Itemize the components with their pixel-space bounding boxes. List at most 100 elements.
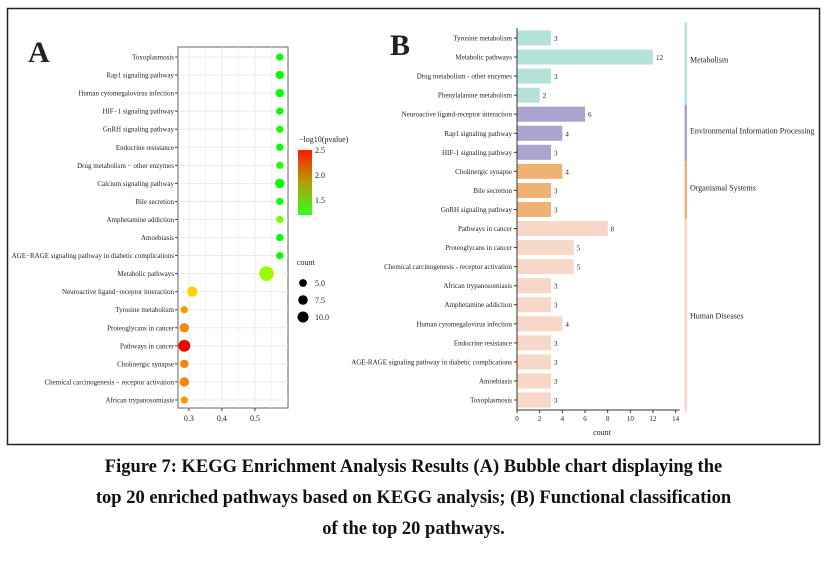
bubble-6 <box>276 143 284 151</box>
pathway-label: Metabolic pathways <box>117 270 174 278</box>
bar-value-label: 4 <box>565 168 569 176</box>
pathway-label: Amoebiasis <box>141 234 174 242</box>
class-label: Human Diseases <box>690 311 744 320</box>
bar-value-label: 4 <box>565 321 569 329</box>
bar-value-label: 3 <box>554 187 558 195</box>
bar-4 <box>517 87 540 103</box>
bubble-3 <box>275 88 284 98</box>
x-axis-label: count <box>593 428 612 437</box>
bubble-13 <box>259 266 274 281</box>
bar-value-label: 3 <box>554 283 558 291</box>
bar-5 <box>517 106 585 122</box>
pathway-label: Neuroactive ligand-receptor interaction <box>402 111 513 119</box>
bubble-14 <box>187 286 198 297</box>
bar-value-label: 3 <box>554 340 558 348</box>
pathway-label: Neuroactive ligand−receptor interaction <box>62 288 175 296</box>
bubble-20 <box>180 396 188 404</box>
bubble-5 <box>276 125 284 133</box>
pathway-label: GnRH signaling pathway <box>441 206 513 214</box>
pathway-label: African trypanosomiasis <box>105 397 174 405</box>
bubble-8 <box>275 178 285 189</box>
bar-value-label: 3 <box>554 397 558 405</box>
bar-value-label: 8 <box>611 226 615 234</box>
caption-line-1: Figure 7: KEGG Enrichment Analysis Resul… <box>104 457 723 477</box>
bar-value-label: 12 <box>656 54 664 62</box>
bar-value-label: 3 <box>554 359 558 367</box>
bar-value-label: 3 <box>554 378 558 386</box>
bubble-10 <box>276 215 284 224</box>
bar-11 <box>517 221 608 237</box>
bubble-9 <box>276 197 284 206</box>
class-bar-4 <box>684 219 687 412</box>
bar-12 <box>517 240 574 256</box>
x-tick-label: 0.5 <box>250 414 260 423</box>
pathway-label: Rap1 signaling pathway <box>444 130 512 138</box>
figure: A 0.3 0.4 0.5 Toxoplasmosis Rap1 signaling pa… <box>6 7 821 446</box>
color-legend-tick: 1.5 <box>315 196 325 205</box>
pathway-label: Toxoplasmosis <box>132 54 174 62</box>
plot-area <box>177 46 289 409</box>
class-label: Environmental Information Processing <box>690 126 814 135</box>
x-tick-label: 2 <box>538 415 542 423</box>
bar-16 <box>517 316 563 332</box>
bar-value-label: 3 <box>554 73 558 81</box>
pathway-label: African trypanosomiasis <box>443 282 512 290</box>
x-tick-label: 8 <box>606 415 610 423</box>
bar-19 <box>517 373 551 389</box>
pathway-label: GnRH signaling pathway <box>103 126 175 134</box>
bar-value-label: 5 <box>577 264 581 272</box>
bar-15 <box>517 297 551 313</box>
pathway-label: Chemical carcinogenesis − receptor activ… <box>44 378 174 386</box>
x-tick-label: 0.4 <box>217 414 227 423</box>
size-legend-label: 7.5 <box>315 296 325 305</box>
caption-line-3: of the top 20 pathways. <box>322 519 505 539</box>
pathway-label: HIF-1 signaling pathway <box>442 149 512 157</box>
bar-17 <box>517 335 551 351</box>
bar-7 <box>517 144 551 160</box>
pathway-label: AGE−RAGE signaling pathway in diabetic c… <box>12 252 175 260</box>
bar-value-label: 6 <box>588 111 592 119</box>
panel-b-bar-chart: B 3 Tyrosine metabolism 12 Metabolic pathway… <box>351 22 814 437</box>
x-tick-label: 14 <box>672 415 680 423</box>
size-legend-label: 10.0 <box>315 313 329 322</box>
pathway-label: Proteoglycans in cancer <box>107 324 175 332</box>
color-legend-tick: 2.5 <box>315 146 325 155</box>
class-bar-2 <box>684 104 687 162</box>
bar-18 <box>517 354 551 370</box>
panel-label-a: A <box>28 36 50 69</box>
pathway-label: Rap1 signaling pathway <box>106 72 174 80</box>
pathway-label: Cholinergic synapse <box>117 360 174 368</box>
bubble-1 <box>276 53 284 61</box>
class-label: Metabolism <box>690 55 729 64</box>
bar-value-label: 3 <box>554 35 558 43</box>
bubble-17 <box>178 339 191 352</box>
bubble-7 <box>276 161 284 169</box>
bubble-19 <box>179 377 189 387</box>
figure-border <box>6 7 821 446</box>
pathway-label: Endocrine resistance <box>116 144 174 152</box>
x-tick-label: 4 <box>561 415 565 423</box>
bar-10 <box>517 201 551 217</box>
color-legend-title: −log10(pvalue) <box>299 135 349 144</box>
size-legend-title: count <box>297 258 316 267</box>
pathway-label: Bile secretion <box>473 187 512 195</box>
bubble-2 <box>275 70 284 80</box>
pathway-label: Pathways in cancer <box>120 342 175 350</box>
bar-9 <box>517 182 551 198</box>
pathway-label: AGE-RAGE signaling pathway in diabetic c… <box>351 358 512 366</box>
caption-line-2: top 20 enriched pathways based on KEGG a… <box>95 488 732 508</box>
bar-14 <box>517 278 551 294</box>
pathway-label: Bile secretion <box>135 198 174 206</box>
pathway-label: Pathways in cancer <box>458 225 513 233</box>
pathway-label: Amphetamine addiction <box>445 301 513 309</box>
bubble-11 <box>276 233 284 242</box>
panel-label-b: B <box>390 29 410 62</box>
bar-13 <box>517 259 574 275</box>
color-legend-tick: 2.0 <box>315 171 325 180</box>
pathway-label: Drug metabolism - other enzymes <box>417 73 513 81</box>
color-bar <box>298 150 312 215</box>
x-tick-label: 6 <box>583 415 587 423</box>
x-tick-label: 12 <box>650 415 658 423</box>
x-tick-label: 10 <box>627 415 635 423</box>
pathway-label: Human cytomegalovirus infection <box>78 90 174 98</box>
